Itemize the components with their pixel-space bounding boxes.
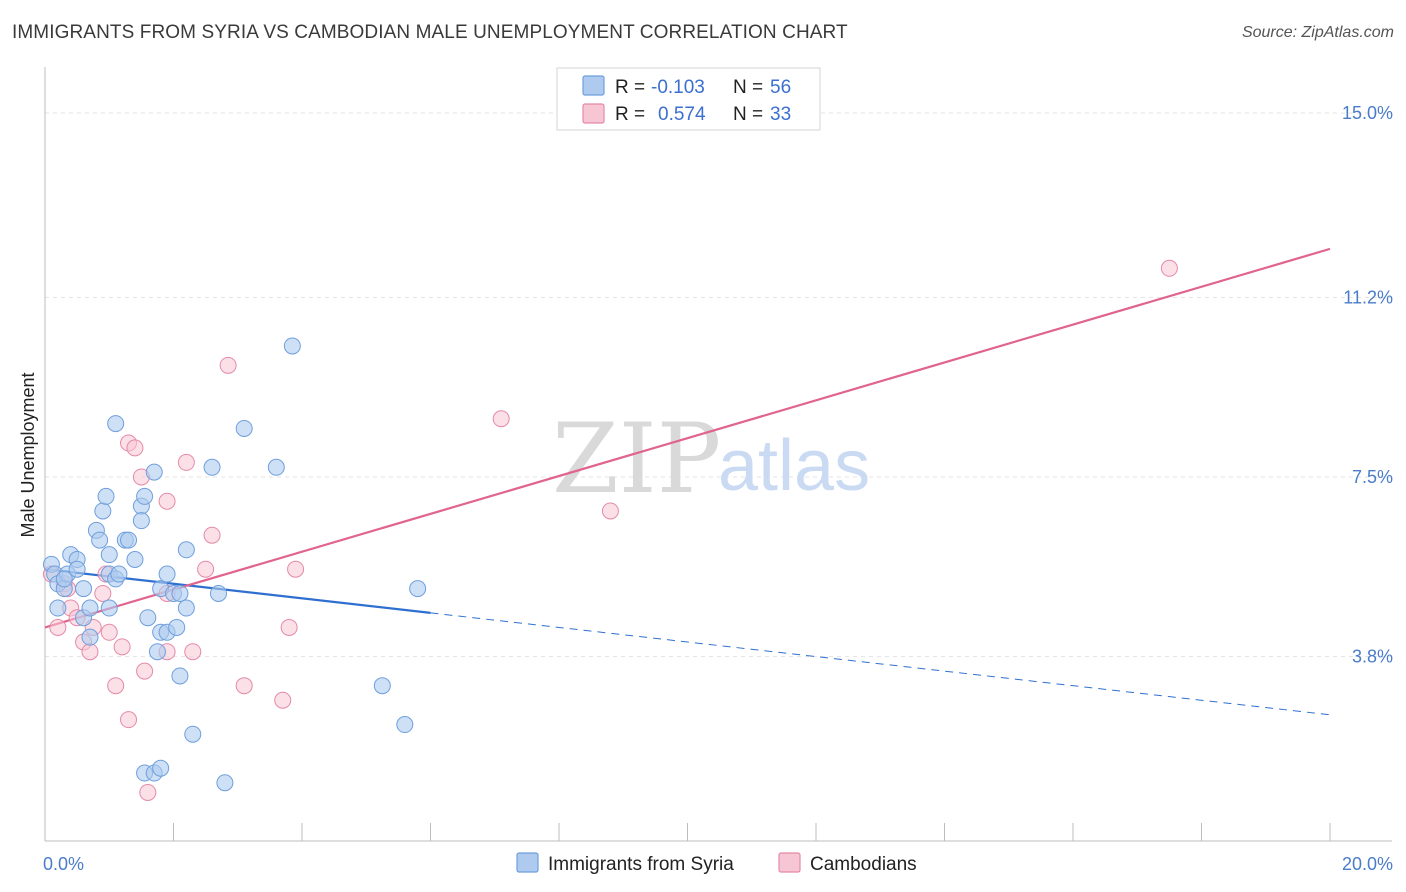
legend-box: R = -0.103 N = 56 R = 0.574 N = 33 xyxy=(556,67,821,131)
y-axis-title: Male Unemployment xyxy=(18,372,38,537)
cambodia-point-1 xyxy=(49,618,67,636)
legend-n-label-cambodia: N = xyxy=(733,104,763,125)
syria-point-13 xyxy=(81,628,99,646)
legend-swatch-syria xyxy=(582,75,605,96)
cambodia-point-14 xyxy=(120,711,138,729)
syria-point-48 xyxy=(267,458,285,476)
cambodia-point-16 xyxy=(126,439,144,457)
syria-point-52 xyxy=(409,580,427,598)
y-tick-labels: 3.8% 7.5% 11.2% 15.0% xyxy=(1342,103,1393,667)
cambodia-point-32 xyxy=(492,410,510,428)
bottom-legend: Immigrants from Syria Cambodians xyxy=(516,852,917,875)
x-tick-label-0: 0.0% xyxy=(43,854,84,874)
cambodia-point-11 xyxy=(100,623,118,641)
syria-point-38 xyxy=(168,618,186,636)
syria-point-47 xyxy=(235,419,253,437)
y-tick-label-1: 7.5% xyxy=(1352,467,1393,487)
cambodia-point-24 xyxy=(184,643,202,661)
syria-point-12 xyxy=(81,599,99,617)
syria-point-16 xyxy=(94,502,112,520)
syria-points xyxy=(42,337,427,792)
cambodia-point-33 xyxy=(601,502,619,520)
syria-point-9 xyxy=(68,560,86,578)
cambodia-point-31 xyxy=(287,560,305,578)
syria-point-25 xyxy=(120,531,138,549)
legend-r-value-cambodia: 0.574 xyxy=(658,104,706,125)
cambodia-point-27 xyxy=(219,356,237,374)
legend-n-value-cambodia: 33 xyxy=(770,104,791,125)
legend-n-value-syria: 56 xyxy=(770,77,791,98)
syria-point-30 xyxy=(139,609,157,627)
syria-point-40 xyxy=(171,667,189,685)
cambodia-point-12 xyxy=(107,677,125,695)
bottom-legend-label-syria: Immigrants from Syria xyxy=(548,854,734,875)
trend-line-cambodia xyxy=(44,247,1331,629)
syria-point-10 xyxy=(75,580,93,598)
watermark-zip: ZIP xyxy=(552,403,721,515)
syria-point-31 xyxy=(145,463,163,481)
syria-point-39 xyxy=(171,584,189,602)
cambodia-point-21 xyxy=(158,492,176,510)
bottom-legend-swatch-syria xyxy=(516,852,539,873)
x-tick-label-1: 20.0% xyxy=(1342,854,1393,874)
bottom-legend-label-cambodia: Cambodians xyxy=(810,854,917,875)
legend-r-value-syria: -0.103 xyxy=(651,77,705,98)
y-tick-label-0: 3.8% xyxy=(1352,647,1393,667)
syria-point-51 xyxy=(396,716,414,734)
bottom-legend-swatch-cambodia xyxy=(778,852,801,873)
cambodia-point-19 xyxy=(139,783,157,801)
cambodia-point-9 xyxy=(94,584,112,602)
y-tick-label-3: 15.0% xyxy=(1342,103,1393,123)
syria-point-45 xyxy=(209,584,227,602)
syria-point-22 xyxy=(110,565,128,583)
trend-line-syria-extension xyxy=(430,612,1331,716)
syria-point-26 xyxy=(126,550,144,568)
cambodia-point-28 xyxy=(235,677,253,695)
syria-point-42 xyxy=(177,599,195,617)
cambodia-point-7 xyxy=(81,643,99,661)
syria-point-55 xyxy=(152,759,170,777)
cambodia-point-30 xyxy=(280,618,298,636)
syria-point-15 xyxy=(91,531,109,549)
watermark-atlas: atlas xyxy=(718,426,870,506)
cambodia-point-18 xyxy=(136,662,154,680)
syria-point-49 xyxy=(283,337,301,355)
syria-point-41 xyxy=(177,541,195,559)
syria-point-29 xyxy=(136,487,154,505)
cambodia-point-25 xyxy=(197,560,215,578)
gridlines xyxy=(45,112,1392,658)
legend-r-label-syria: R = xyxy=(615,77,645,98)
chart-title: IMMIGRANTS FROM SYRIA VS CAMBODIAN MALE … xyxy=(12,22,848,43)
syria-point-50 xyxy=(373,677,391,695)
watermark: ZIP atlas xyxy=(552,403,870,515)
syria-point-17 xyxy=(97,487,115,505)
cambodia-points xyxy=(42,259,1178,801)
cambodia-point-34 xyxy=(1160,259,1178,277)
cambodia-point-23 xyxy=(177,453,195,471)
legend-r-label-cambodia: R = xyxy=(615,104,645,125)
axes xyxy=(44,67,1392,842)
syria-point-7 xyxy=(49,599,67,617)
y-tick-label-2: 11.2% xyxy=(1343,287,1393,307)
cambodia-point-29 xyxy=(274,691,292,709)
cambodia-point-26 xyxy=(203,526,221,544)
syria-point-35 xyxy=(158,565,176,583)
x-tick-labels: 0.0% 20.0% xyxy=(43,854,1393,874)
syria-point-23 xyxy=(107,415,125,433)
syria-point-18 xyxy=(100,546,118,564)
source-credit: Source: ZipAtlas.com xyxy=(1241,24,1394,41)
legend-n-label-syria: N = xyxy=(733,77,763,98)
syria-point-44 xyxy=(203,458,221,476)
cambodia-point-13 xyxy=(113,638,131,656)
syria-point-8 xyxy=(55,570,73,588)
legend-swatch-cambodia xyxy=(582,103,605,124)
syria-point-43 xyxy=(184,725,202,743)
syria-point-46 xyxy=(216,774,234,792)
syria-point-20 xyxy=(100,599,118,617)
syria-point-32 xyxy=(148,643,166,661)
syria-point-28 xyxy=(132,512,150,530)
